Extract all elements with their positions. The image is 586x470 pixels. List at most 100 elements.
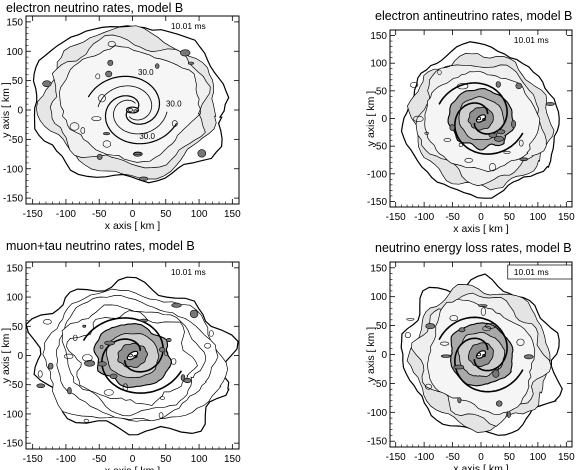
contour-island <box>98 94 106 103</box>
contour-island <box>425 323 436 330</box>
contour-island <box>515 82 523 90</box>
panel-1: -150 -100 -50 0 50 100 150 -150 -100 -50 0 50 100 150… <box>0 1 241 232</box>
contour-island <box>458 142 464 147</box>
contour-island <box>158 412 164 419</box>
contour-island <box>37 370 43 378</box>
contour-island <box>545 102 555 106</box>
contour-island <box>104 340 115 346</box>
y-tick-label: 50 <box>376 321 388 332</box>
contour-island <box>406 317 415 321</box>
y-tick-label: 0 <box>17 351 23 362</box>
contour-island <box>464 157 473 163</box>
y-tick-label: 150 <box>370 31 387 42</box>
y-tick-label: -150 <box>3 439 23 450</box>
spiral-contour <box>113 99 168 135</box>
contour-island <box>95 73 101 80</box>
contour-island <box>164 350 169 357</box>
contour-island <box>495 81 501 88</box>
contour-field <box>32 25 230 184</box>
x-axis-label: x axis [ km ] <box>105 465 161 470</box>
y-tick-label: -50 <box>373 379 388 390</box>
contour-island <box>449 124 456 131</box>
x-axis-label: x axis [ km ] <box>453 223 509 235</box>
contour-island <box>91 116 102 121</box>
contour-field <box>400 41 560 199</box>
x-axis-label: x axis [ km ] <box>105 220 161 232</box>
contour-island <box>437 69 442 76</box>
timestamp: 10.01 ms <box>514 35 549 45</box>
y-tick-label: -100 <box>3 409 23 420</box>
x-tick-label: 0 <box>130 209 136 220</box>
x-tick-label: -150 <box>23 209 43 220</box>
y-tick-label: -150 <box>367 197 387 208</box>
chart-title: muon+tau neutrino rates, model B <box>6 239 195 253</box>
contour-island <box>404 332 411 339</box>
timestamp-box <box>507 264 573 280</box>
contour-island <box>443 138 452 142</box>
y-tick-label: -100 <box>3 164 23 175</box>
contour-island <box>160 396 165 401</box>
central-core <box>475 114 487 123</box>
x-tick-label: -100 <box>414 452 434 463</box>
panel-2: -150 -100 -50 0 50 100 150 -150 -100 -50 0 50 100 150… <box>365 9 575 235</box>
panel-3: -150 -100 -50 0 50 100 150 -150 -100 -50 0 50 100 150… <box>0 239 241 470</box>
contour-island <box>440 354 451 358</box>
contour-island <box>105 70 113 78</box>
y-axis-label: y axis [ km ] <box>365 91 377 147</box>
contour-island <box>107 59 114 66</box>
spiral-contour <box>87 75 161 125</box>
contour-island <box>187 61 195 65</box>
contour-island <box>412 115 424 122</box>
contour-island <box>82 324 87 328</box>
y-tick-label: 0 <box>381 114 387 125</box>
y-tick-label: 50 <box>376 86 388 97</box>
contour-island <box>503 150 511 154</box>
contour-island <box>496 400 503 407</box>
contour-island <box>47 362 54 370</box>
contour-island <box>109 373 118 379</box>
central-core <box>475 350 487 359</box>
contour-island <box>208 330 214 337</box>
chart-title: electron antineutrino rates, model B <box>375 9 572 23</box>
spiral-contour <box>438 82 508 135</box>
contour-island <box>103 389 114 396</box>
x-tick-label: -100 <box>56 454 76 465</box>
y-tick-label: 100 <box>370 292 387 303</box>
x-tick-label: 50 <box>160 454 172 465</box>
x-tick-label: 0 <box>478 212 484 223</box>
contour-island <box>425 383 432 390</box>
contour-island <box>457 397 462 404</box>
x-tick-label: -50 <box>92 209 107 220</box>
chart-title: neutrino energy loss rates, model B <box>375 241 572 255</box>
y-axis-label: y axis [ km ] <box>365 327 377 383</box>
contour-island <box>83 418 89 423</box>
contour-island <box>496 129 506 135</box>
y-tick-label: -150 <box>3 194 23 205</box>
contour-island <box>36 383 46 388</box>
contour-island <box>449 315 459 322</box>
contour-island <box>488 132 498 138</box>
spiral-contour <box>97 85 153 121</box>
contour-island <box>511 120 517 128</box>
contour-island <box>189 309 199 319</box>
x-tick-label: 100 <box>191 454 208 465</box>
contour-value-label: 30.0 <box>166 99 182 108</box>
y-tick-label: -50 <box>373 142 388 153</box>
y-tick-label: 150 <box>370 263 387 274</box>
contour-island <box>518 139 524 147</box>
timestamp: 10.01 ms <box>171 267 206 277</box>
contour-island <box>183 377 192 383</box>
chart-title: electron neutrino rates, model B <box>6 1 183 15</box>
contour-island <box>139 318 149 323</box>
contour-island <box>485 323 497 329</box>
x-tick-label: -100 <box>56 209 76 220</box>
y-tick-label: 0 <box>381 350 387 361</box>
timestamp: 10.01 ms <box>171 21 206 31</box>
contour-island <box>492 369 500 378</box>
y-tick-label: -150 <box>367 437 387 448</box>
contour-island <box>440 341 450 346</box>
y-tick-label: 100 <box>6 47 23 58</box>
contour-field <box>26 276 239 436</box>
y-tick-label: 50 <box>12 76 24 87</box>
contour-island <box>72 334 78 341</box>
